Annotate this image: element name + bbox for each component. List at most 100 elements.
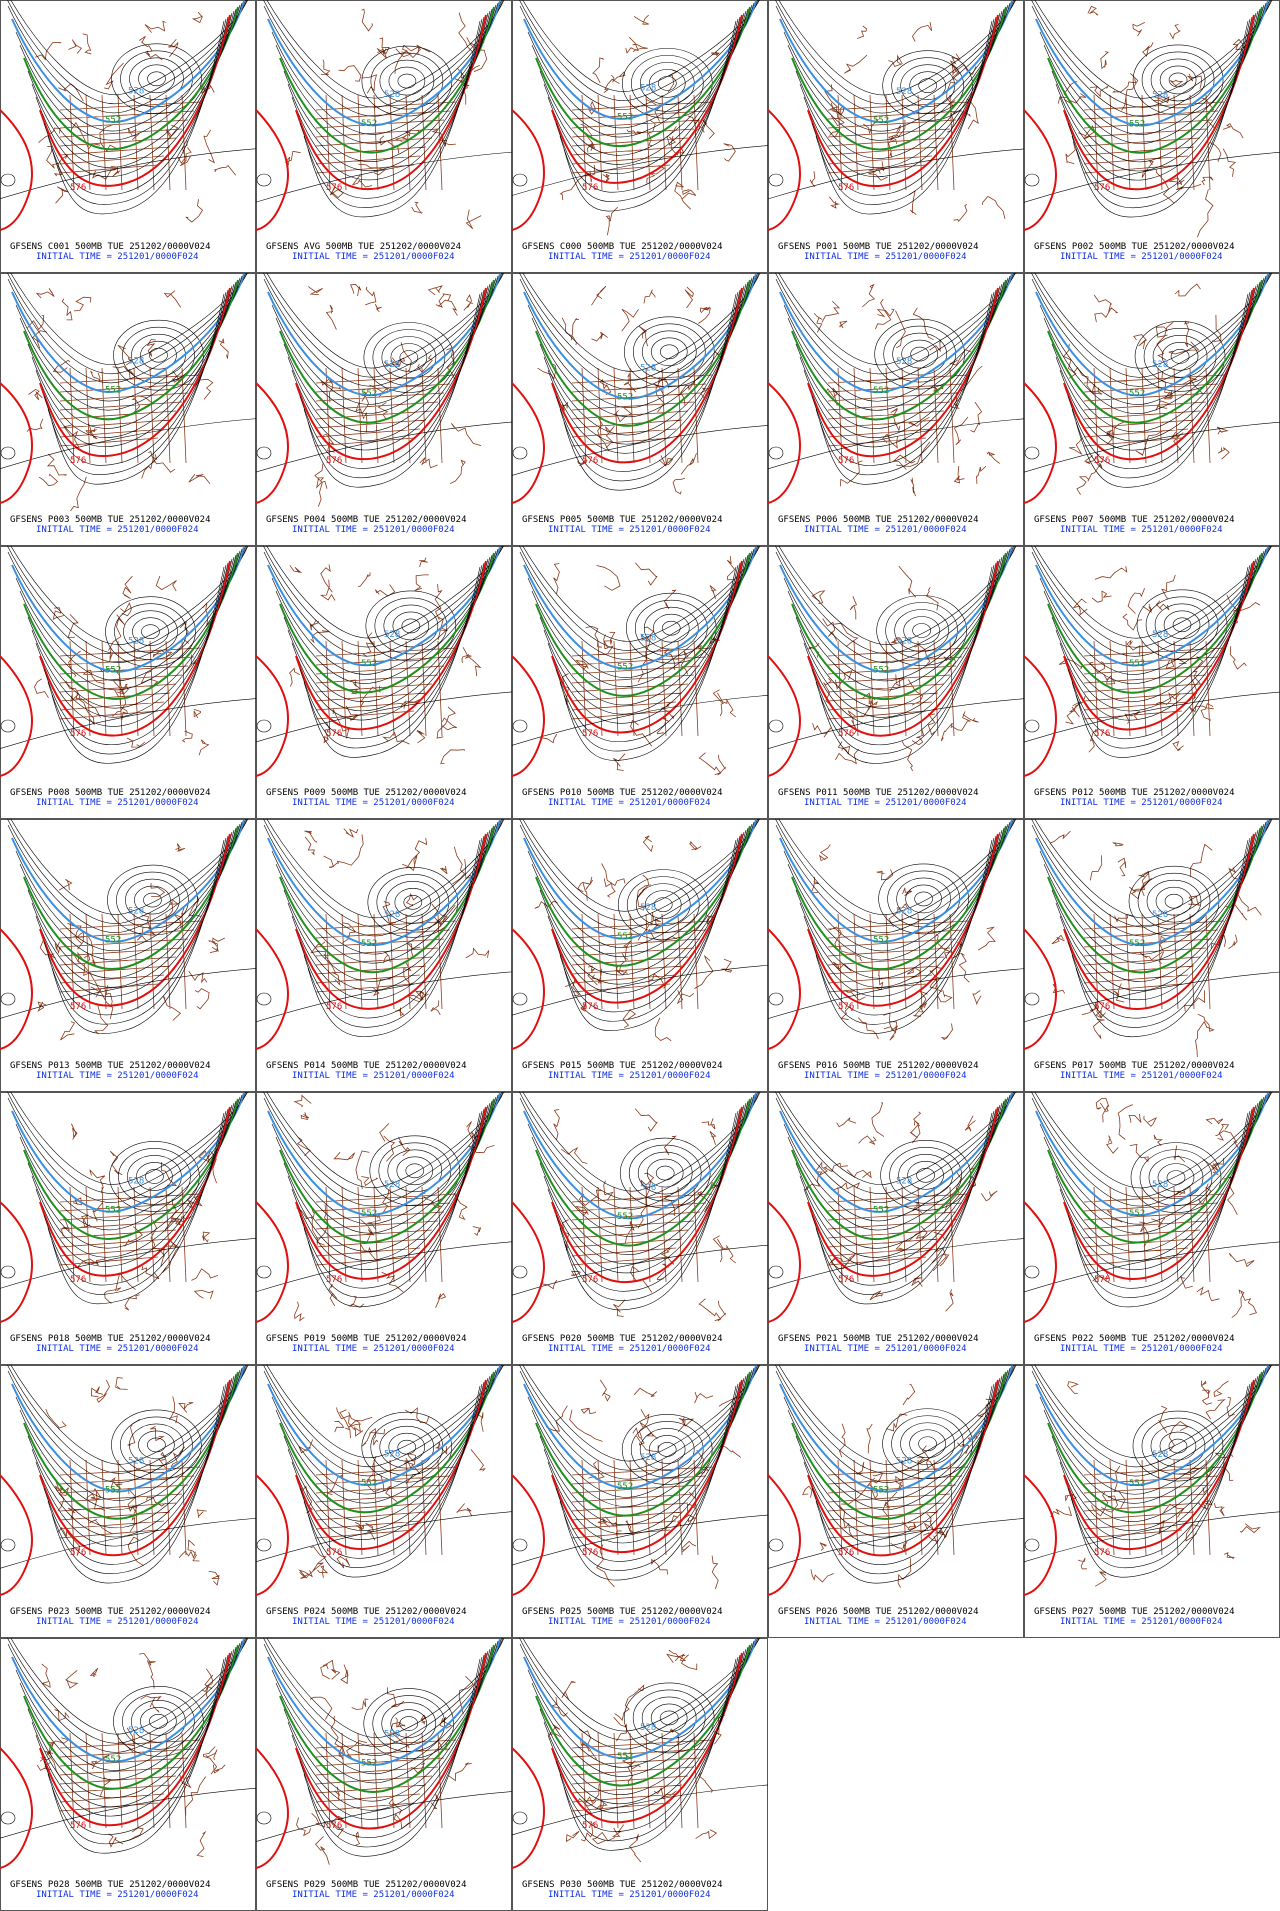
contour	[1039, 2, 1267, 135]
map	[1024, 1365, 1280, 1596]
contour	[535, 825, 751, 967]
contour-label: 528	[384, 910, 400, 920]
contour	[256, 382, 289, 504]
init-time: INITIAL TIME = 251201/0000F024	[36, 798, 199, 808]
contour-label: 576	[1094, 1275, 1110, 1285]
contour	[909, 71, 946, 100]
contour	[279, 279, 495, 424]
contour-label: 576	[70, 1275, 86, 1285]
contour	[775, 1092, 1014, 1204]
contour	[523, 0, 757, 120]
contour	[775, 819, 1014, 934]
contour	[275, 550, 497, 684]
contour	[807, 287, 999, 458]
coastline	[813, 283, 1001, 497]
contour	[396, 1156, 434, 1186]
contour	[266, 0, 505, 99]
contour-label: 552	[617, 1752, 633, 1762]
contour-label: 576	[838, 729, 854, 739]
panel-title: GFSENS P006 500MB TUE 251202/0000V024	[778, 515, 978, 525]
map-panel: 528 552 576 GFSENS P028 500MB TUE 251202/00…	[0, 1638, 256, 1911]
panel-border	[768, 1365, 1024, 1638]
contour	[363, 1688, 455, 1759]
coastline	[308, 283, 482, 507]
contour	[0, 173, 16, 187]
init-time: INITIAL TIME = 251201/0000F024	[292, 1071, 455, 1081]
contour	[379, 1425, 435, 1469]
contour	[7, 273, 247, 375]
map-panel: 528 552 576 GFSENS P015 500MB TUE 251202/00…	[512, 819, 768, 1092]
label-bg	[1, 784, 255, 818]
contour	[791, 6, 1007, 151]
contour	[883, 325, 956, 383]
contour	[388, 66, 426, 96]
contour	[779, 273, 1013, 394]
contour	[0, 1538, 16, 1552]
contour	[1154, 603, 1210, 647]
contour	[401, 618, 421, 634]
map	[512, 1092, 768, 1323]
contour-label: 552	[617, 932, 633, 942]
label-bg	[769, 1330, 1023, 1364]
contour-label: 576	[838, 183, 854, 193]
contour	[563, 1658, 737, 1851]
map-panel: 528 552 576 GFSENS P001 500MB TUE 251202/00…	[768, 0, 1024, 273]
init-time: INITIAL TIME = 251201/0000F024	[36, 1890, 199, 1900]
contour-label: 552	[361, 939, 377, 949]
contour	[405, 1163, 425, 1179]
contour	[775, 273, 1015, 375]
contour	[1024, 446, 1040, 460]
panel-title: GFSENS P001 500MB TUE 251202/0000V024	[778, 242, 978, 252]
contour	[641, 1696, 697, 1740]
contour	[1130, 1142, 1222, 1213]
contour	[531, 1642, 753, 1777]
init-time: INITIAL TIME = 251201/0000F024	[36, 1617, 199, 1627]
contour	[275, 1096, 497, 1234]
contour	[1024, 655, 1057, 777]
contour	[531, 1369, 753, 1507]
contour-label: 528	[1152, 90, 1168, 100]
panel-title: GFSENS P015 500MB TUE 251202/0000V024	[522, 1061, 722, 1071]
contour	[107, 864, 198, 936]
contour	[1024, 421, 1280, 473]
contour	[512, 719, 528, 733]
contour	[1155, 886, 1193, 916]
contour	[1051, 1373, 1261, 1522]
panel-border	[768, 1092, 1024, 1365]
contour-label: 552	[361, 119, 377, 129]
contour	[787, 1369, 1009, 1511]
contour	[1024, 1265, 1040, 1279]
panel-title: GFSENS P013 500MB TUE 251202/0000V024	[10, 1061, 210, 1071]
contour	[307, 1658, 481, 1857]
contour	[271, 821, 499, 955]
contour	[519, 0, 759, 101]
contour	[23, 1644, 239, 1790]
contour	[1034, 0, 1273, 99]
map	[512, 0, 768, 236]
contour	[646, 1158, 684, 1188]
panel-border	[768, 819, 1024, 1092]
contour	[19, 1642, 241, 1780]
contour	[819, 293, 993, 485]
contour	[791, 1371, 1007, 1520]
contour	[256, 1538, 272, 1552]
init-time: INITIAL TIME = 251201/0000F024	[36, 252, 199, 262]
contour-label: 552	[105, 666, 121, 676]
contour	[512, 992, 528, 1006]
contour	[1024, 1201, 1057, 1323]
map-panel: 528 552 576 GFSENS P026 500MB TUE 251202/00…	[768, 1365, 1024, 1638]
contour	[287, 1375, 491, 1531]
init-time: INITIAL TIME = 251201/0000F024	[548, 798, 711, 808]
contour	[512, 1538, 528, 1552]
label-bg	[513, 784, 767, 818]
contour	[519, 273, 760, 381]
init-time: INITIAL TIME = 251201/0000F024	[548, 1071, 711, 1081]
contour	[878, 863, 969, 935]
contour	[372, 1695, 446, 1752]
contour-label: 552	[105, 1755, 121, 1765]
contour	[648, 69, 686, 98]
contour	[768, 968, 1024, 1019]
contour-label: 576	[326, 729, 342, 739]
contour-label: 528	[640, 903, 656, 913]
contour	[512, 1265, 528, 1279]
